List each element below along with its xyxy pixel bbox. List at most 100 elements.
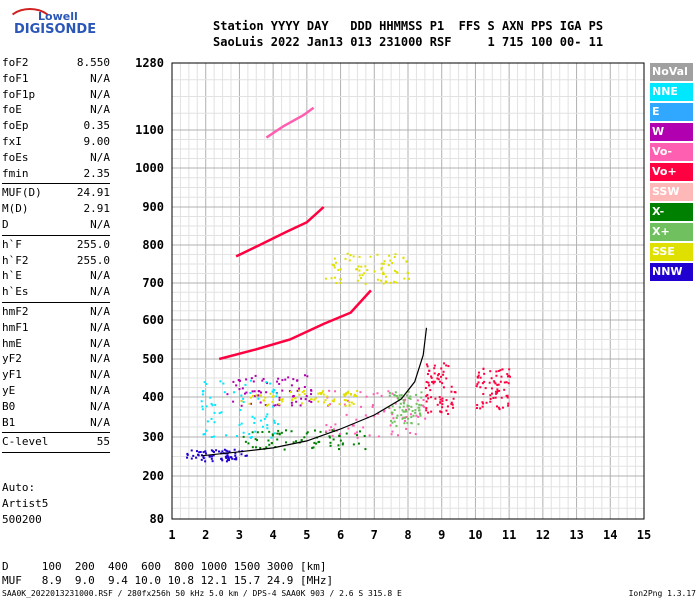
echo-point [419,414,422,417]
autoscaling-info: Auto: Artist5 500200 [2,480,48,528]
x-tick-label: 13 [569,528,583,542]
echo-point [259,447,262,450]
echo-point [391,262,394,265]
echo-point [222,382,225,385]
echo-point [303,389,306,392]
echo-point [213,411,216,414]
echo-point [506,396,509,399]
echo-point [440,375,443,378]
echo-point [401,417,404,420]
echo-point [506,373,509,376]
echo-point [408,408,411,411]
echo-point [450,402,453,405]
echo-point [494,382,497,385]
echo-point [382,282,385,285]
echo-point [270,441,273,444]
echo-point [402,257,405,260]
echo-point [489,400,492,403]
echo-point [384,275,387,278]
echo-point [500,375,503,378]
echo-point [419,413,422,416]
echo-point [494,396,497,399]
param-value: N/A [90,285,110,299]
echo-point [365,395,368,398]
echo-point [387,264,390,267]
echo-point [253,390,256,393]
param-row-fof1: foF1 N/A [2,72,110,88]
echo-point [394,402,397,405]
echo-point [434,397,437,400]
echo-point [436,403,439,406]
digisonde-logo: Lowell DIGISONDE [6,6,96,44]
echo-point [507,404,510,407]
echo-point [205,382,208,385]
echo-point [423,405,426,408]
echo-point [494,390,497,393]
echo-point [250,377,253,380]
echo-point [235,456,238,459]
footer-file-info: SAA0K_2022013231000.RSF / 280fx256h 50 k… [2,589,402,598]
trace-curve [235,206,325,258]
echo-point [315,442,318,445]
echo-point [357,442,360,445]
echo-point [446,405,449,408]
echo-point [195,456,198,459]
echo-point [202,457,205,460]
echo-point [192,454,195,457]
param-value: 2.91 [83,202,111,216]
echo-point [324,399,327,402]
echo-point [343,403,346,406]
echo-point [331,434,334,437]
echo-point [490,377,493,380]
echo-point [430,376,433,379]
echo-point [364,265,367,268]
echo-point [344,404,347,407]
param-row-he: h`E N/A [2,269,110,285]
param-value: N/A [90,336,110,350]
echo-point [390,411,393,414]
param-row-mufd: MUF(D) 24.91 [2,186,110,202]
echo-point [229,456,232,459]
param-value: N/A [90,383,110,397]
echo-point [305,432,308,435]
echo-point [415,393,418,396]
y-tick-label: 1000 [135,161,164,175]
echo-point [255,394,258,397]
echo-point [426,365,429,368]
echo-point [276,380,279,383]
echo-point [287,376,290,379]
echo-point [238,379,241,382]
param-value: N/A [90,87,110,101]
echo-point [265,404,268,407]
legend-item-nne: NNE [650,83,693,101]
legend-item-w: W [650,123,693,141]
echo-point [450,385,453,388]
echo-point [437,372,440,375]
echo-point [400,396,403,399]
x-tick-label: 8 [404,528,411,542]
echo-point [356,389,359,392]
echo-point [211,450,214,453]
echo-point [291,399,294,402]
echo-point [507,382,510,385]
echo-point [300,397,303,400]
param-label: yF2 [2,352,22,366]
echo-point [430,396,433,399]
echo-point [308,399,311,402]
echo-point [373,415,376,418]
echo-point [208,455,211,458]
echo-point [221,459,224,462]
echo-point [242,397,245,400]
echo-point [443,362,446,365]
param-label: foEs [2,150,29,164]
param-row-yf2: yF2 N/A [2,352,110,368]
param-value: N/A [90,71,110,85]
echo-point [389,259,392,262]
echo-point [424,386,427,389]
param-row-hf: h`F 255.0 [2,238,110,254]
echo-point [349,254,352,257]
param-value: 24.91 [76,186,110,200]
echo-point [256,431,259,434]
param-value: N/A [90,103,110,117]
echo-point [241,387,244,390]
